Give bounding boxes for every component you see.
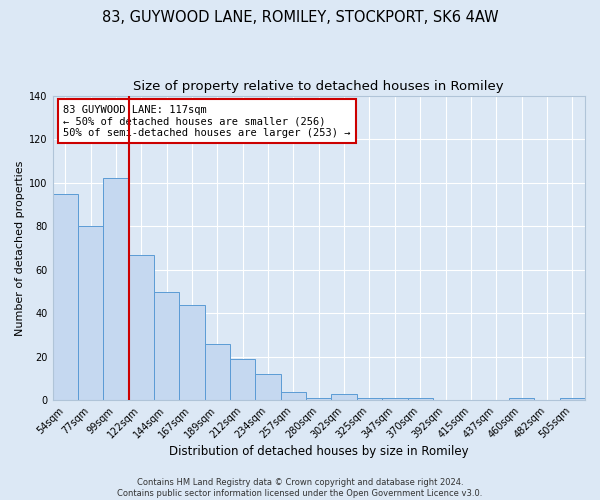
Bar xyxy=(78,226,103,400)
Bar xyxy=(407,398,433,400)
Bar xyxy=(560,398,585,400)
Bar xyxy=(179,304,205,400)
X-axis label: Distribution of detached houses by size in Romiley: Distribution of detached houses by size … xyxy=(169,444,469,458)
Bar xyxy=(382,398,407,400)
Text: Contains HM Land Registry data © Crown copyright and database right 2024.
Contai: Contains HM Land Registry data © Crown c… xyxy=(118,478,482,498)
Bar xyxy=(331,394,357,400)
Bar xyxy=(154,292,179,401)
Bar xyxy=(128,254,154,400)
Bar xyxy=(205,344,230,401)
Bar xyxy=(103,178,128,400)
Bar xyxy=(306,398,331,400)
Bar xyxy=(509,398,534,400)
Title: Size of property relative to detached houses in Romiley: Size of property relative to detached ho… xyxy=(133,80,504,93)
Bar xyxy=(53,194,78,400)
Bar xyxy=(230,359,256,401)
Bar xyxy=(281,392,306,400)
Bar xyxy=(357,398,382,400)
Text: 83 GUYWOOD LANE: 117sqm
← 50% of detached houses are smaller (256)
50% of semi-d: 83 GUYWOOD LANE: 117sqm ← 50% of detache… xyxy=(63,104,350,138)
Bar xyxy=(256,374,281,400)
Y-axis label: Number of detached properties: Number of detached properties xyxy=(15,160,25,336)
Text: 83, GUYWOOD LANE, ROMILEY, STOCKPORT, SK6 4AW: 83, GUYWOOD LANE, ROMILEY, STOCKPORT, SK… xyxy=(101,10,499,25)
